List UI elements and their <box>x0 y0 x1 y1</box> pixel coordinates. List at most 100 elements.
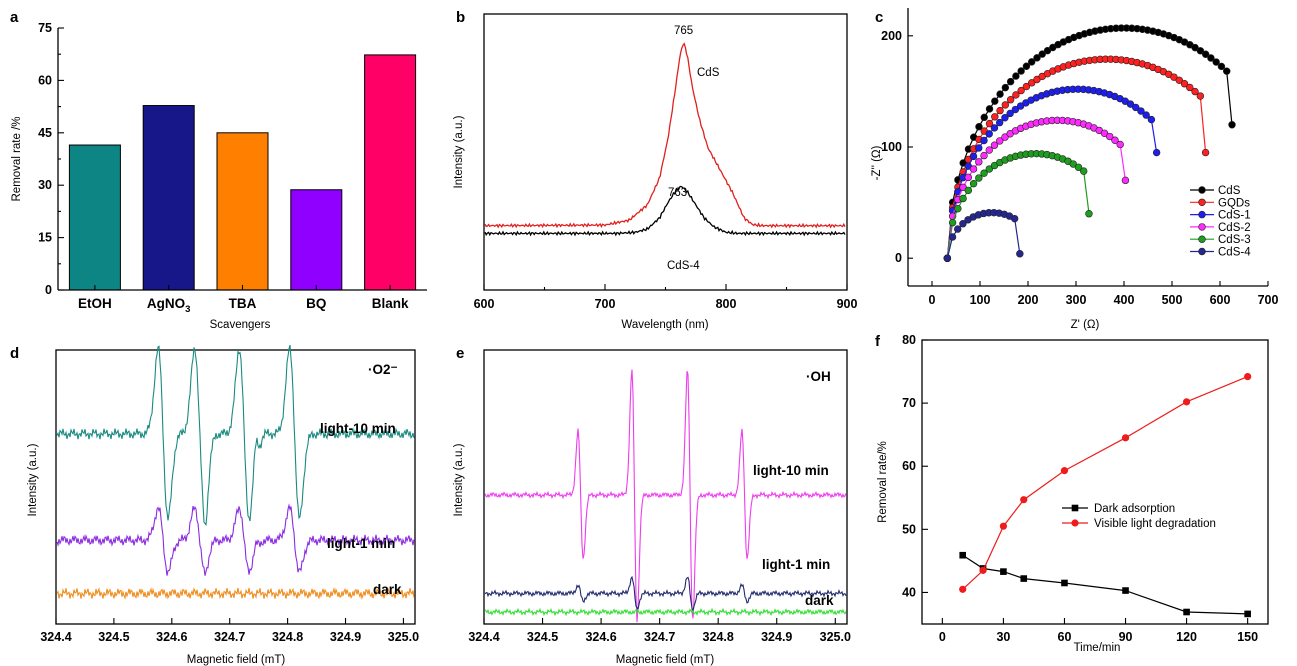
arc-line-cds-2 <box>946 119 1126 259</box>
panel-e-label-light10: light-10 min <box>753 463 829 478</box>
esr-dark <box>484 607 847 617</box>
point-cds <box>1201 50 1210 58</box>
panel-b-peak-label-cds: 765 <box>674 25 693 37</box>
point-cds-3 <box>969 179 978 188</box>
x-tick-label-324-7: 324.7 <box>214 630 245 644</box>
panel-f-xlabel: Time/min <box>1074 642 1121 654</box>
legend-marker-cds-2 <box>1198 223 1206 231</box>
point-cds-2 <box>990 141 999 149</box>
x-tick-label-324-8: 324.8 <box>703 630 734 644</box>
point-cds <box>1001 83 1010 92</box>
legend-marker-cds <box>1198 186 1206 194</box>
point-visible-light-degradation <box>1182 398 1191 406</box>
panel-e-curves <box>484 369 847 623</box>
legend-marker-cds-3 <box>1198 235 1206 243</box>
point-cds-3 <box>959 194 967 203</box>
point-cds <box>1217 62 1226 71</box>
panel-a-letter: a <box>10 9 19 26</box>
point-cds-2 <box>1106 132 1114 141</box>
point-cds-2 <box>964 173 973 182</box>
x-tick-label-300: 300 <box>1066 293 1087 307</box>
x-tick-label-324-6: 324.6 <box>156 630 187 644</box>
y-tick-label-0: 0 <box>895 251 902 265</box>
panel-d-frame <box>55 349 416 625</box>
x-tick-label-etoh: EtOH <box>78 296 112 311</box>
y-tick-label-60: 60 <box>38 73 52 87</box>
x-tick-label-blank: Blank <box>372 296 409 311</box>
panel-d-radical-label: ·O2⁻ <box>368 362 398 377</box>
point-cds-1 <box>1147 115 1156 124</box>
series-dark-adsorption <box>959 551 1251 618</box>
point-cds-1 <box>969 152 978 161</box>
y-tick-label-40: 40 <box>902 585 916 599</box>
point-dark-adsorption <box>1244 610 1251 618</box>
series-visible-light-degradation <box>959 373 1252 593</box>
x-tick-label-600: 600 <box>1210 293 1231 307</box>
x-tick-label-324-8: 324.8 <box>272 630 303 644</box>
bar-bq <box>290 189 343 291</box>
point-visible-light-degradation <box>1121 434 1130 442</box>
y-tick-label-50: 50 <box>902 522 916 536</box>
point-gqds <box>1027 79 1036 87</box>
point-cds-3 <box>1074 163 1083 171</box>
point-cds <box>1033 54 1041 62</box>
x-tick-label-600: 600 <box>474 297 495 311</box>
point-gqds <box>1175 76 1183 84</box>
point-cds <box>980 113 988 122</box>
bar-agno3 <box>142 105 195 291</box>
point-cds-1 <box>1137 107 1145 115</box>
esr-light-1-min <box>484 575 847 612</box>
panel-f-ticks: 0 30 60 90 120 150 40 50 60 70 80 <box>902 333 1258 644</box>
x-tick-label-700: 700 <box>1258 293 1279 307</box>
line-visible-light-degradation <box>962 376 1248 590</box>
panel-c-ylabel: -Z'' (Ω) <box>871 145 883 180</box>
legend-label-dark-adsorption: Dark adsorption <box>1094 503 1175 515</box>
series-cds <box>943 24 1236 262</box>
point-gqds <box>991 113 999 121</box>
series-cds-4 <box>943 208 1024 262</box>
panel-e-ylabel: Intensity (a.u.) <box>453 443 465 516</box>
legend-label-visible-light-degradation: Visible light degradation <box>1094 518 1216 530</box>
panel-b-series-label-cds4: CdS-4 <box>667 260 700 272</box>
legend-marker-cds-4 <box>1198 247 1206 256</box>
y-tick-label-75: 75 <box>38 21 52 35</box>
x-tick-label-400: 400 <box>1114 293 1135 307</box>
panel-a-bars <box>68 54 417 291</box>
point-gqds <box>1191 87 1199 96</box>
point-cds-2 <box>996 137 1004 145</box>
point-cds-1 <box>985 130 993 138</box>
esr-light-10-min <box>484 369 847 623</box>
point-visible-light-degradation <box>1060 467 1069 475</box>
panel-e-label-light1: light-1 min <box>762 557 830 572</box>
panel-f-frame <box>921 339 1269 625</box>
legend-marker-gqds <box>1198 198 1206 207</box>
point-cds <box>1207 54 1215 62</box>
point-dark-adsorption <box>1122 587 1129 594</box>
point-cds <box>1017 67 1025 75</box>
point-gqds <box>1180 80 1189 88</box>
esr-dark <box>56 586 415 601</box>
point-visible-light-degradation <box>959 585 967 593</box>
point-cds-3 <box>985 165 994 173</box>
panel-d: d 324.4 324.5 324.6 324.7 324.8 324.9 325.0 ·O… <box>10 344 419 666</box>
point-cds-1 <box>1126 100 1135 108</box>
esr-light-1-min <box>56 503 415 576</box>
point-cds-4 <box>954 225 962 233</box>
point-cds-3 <box>980 169 988 177</box>
point-cds <box>1196 47 1205 55</box>
point-cds-2 <box>969 165 978 173</box>
point-dark-adsorption <box>1183 608 1190 616</box>
point-gqds <box>985 119 994 128</box>
legend-marker-visible-light-degradation <box>1071 519 1079 527</box>
panel-a-ylabel: Removal rate /% <box>11 116 23 201</box>
point-cds-2 <box>985 146 993 154</box>
panel-e-letter: e <box>456 345 464 362</box>
point-cds-1 <box>990 124 999 132</box>
point-cds-2 <box>1100 129 1109 137</box>
point-cds-1 <box>1132 103 1140 112</box>
panel-b-letter: b <box>456 9 465 26</box>
point-cds-1 <box>1142 111 1150 119</box>
point-dark-adsorption <box>1000 568 1007 575</box>
point-cds-3 <box>1069 160 1077 168</box>
